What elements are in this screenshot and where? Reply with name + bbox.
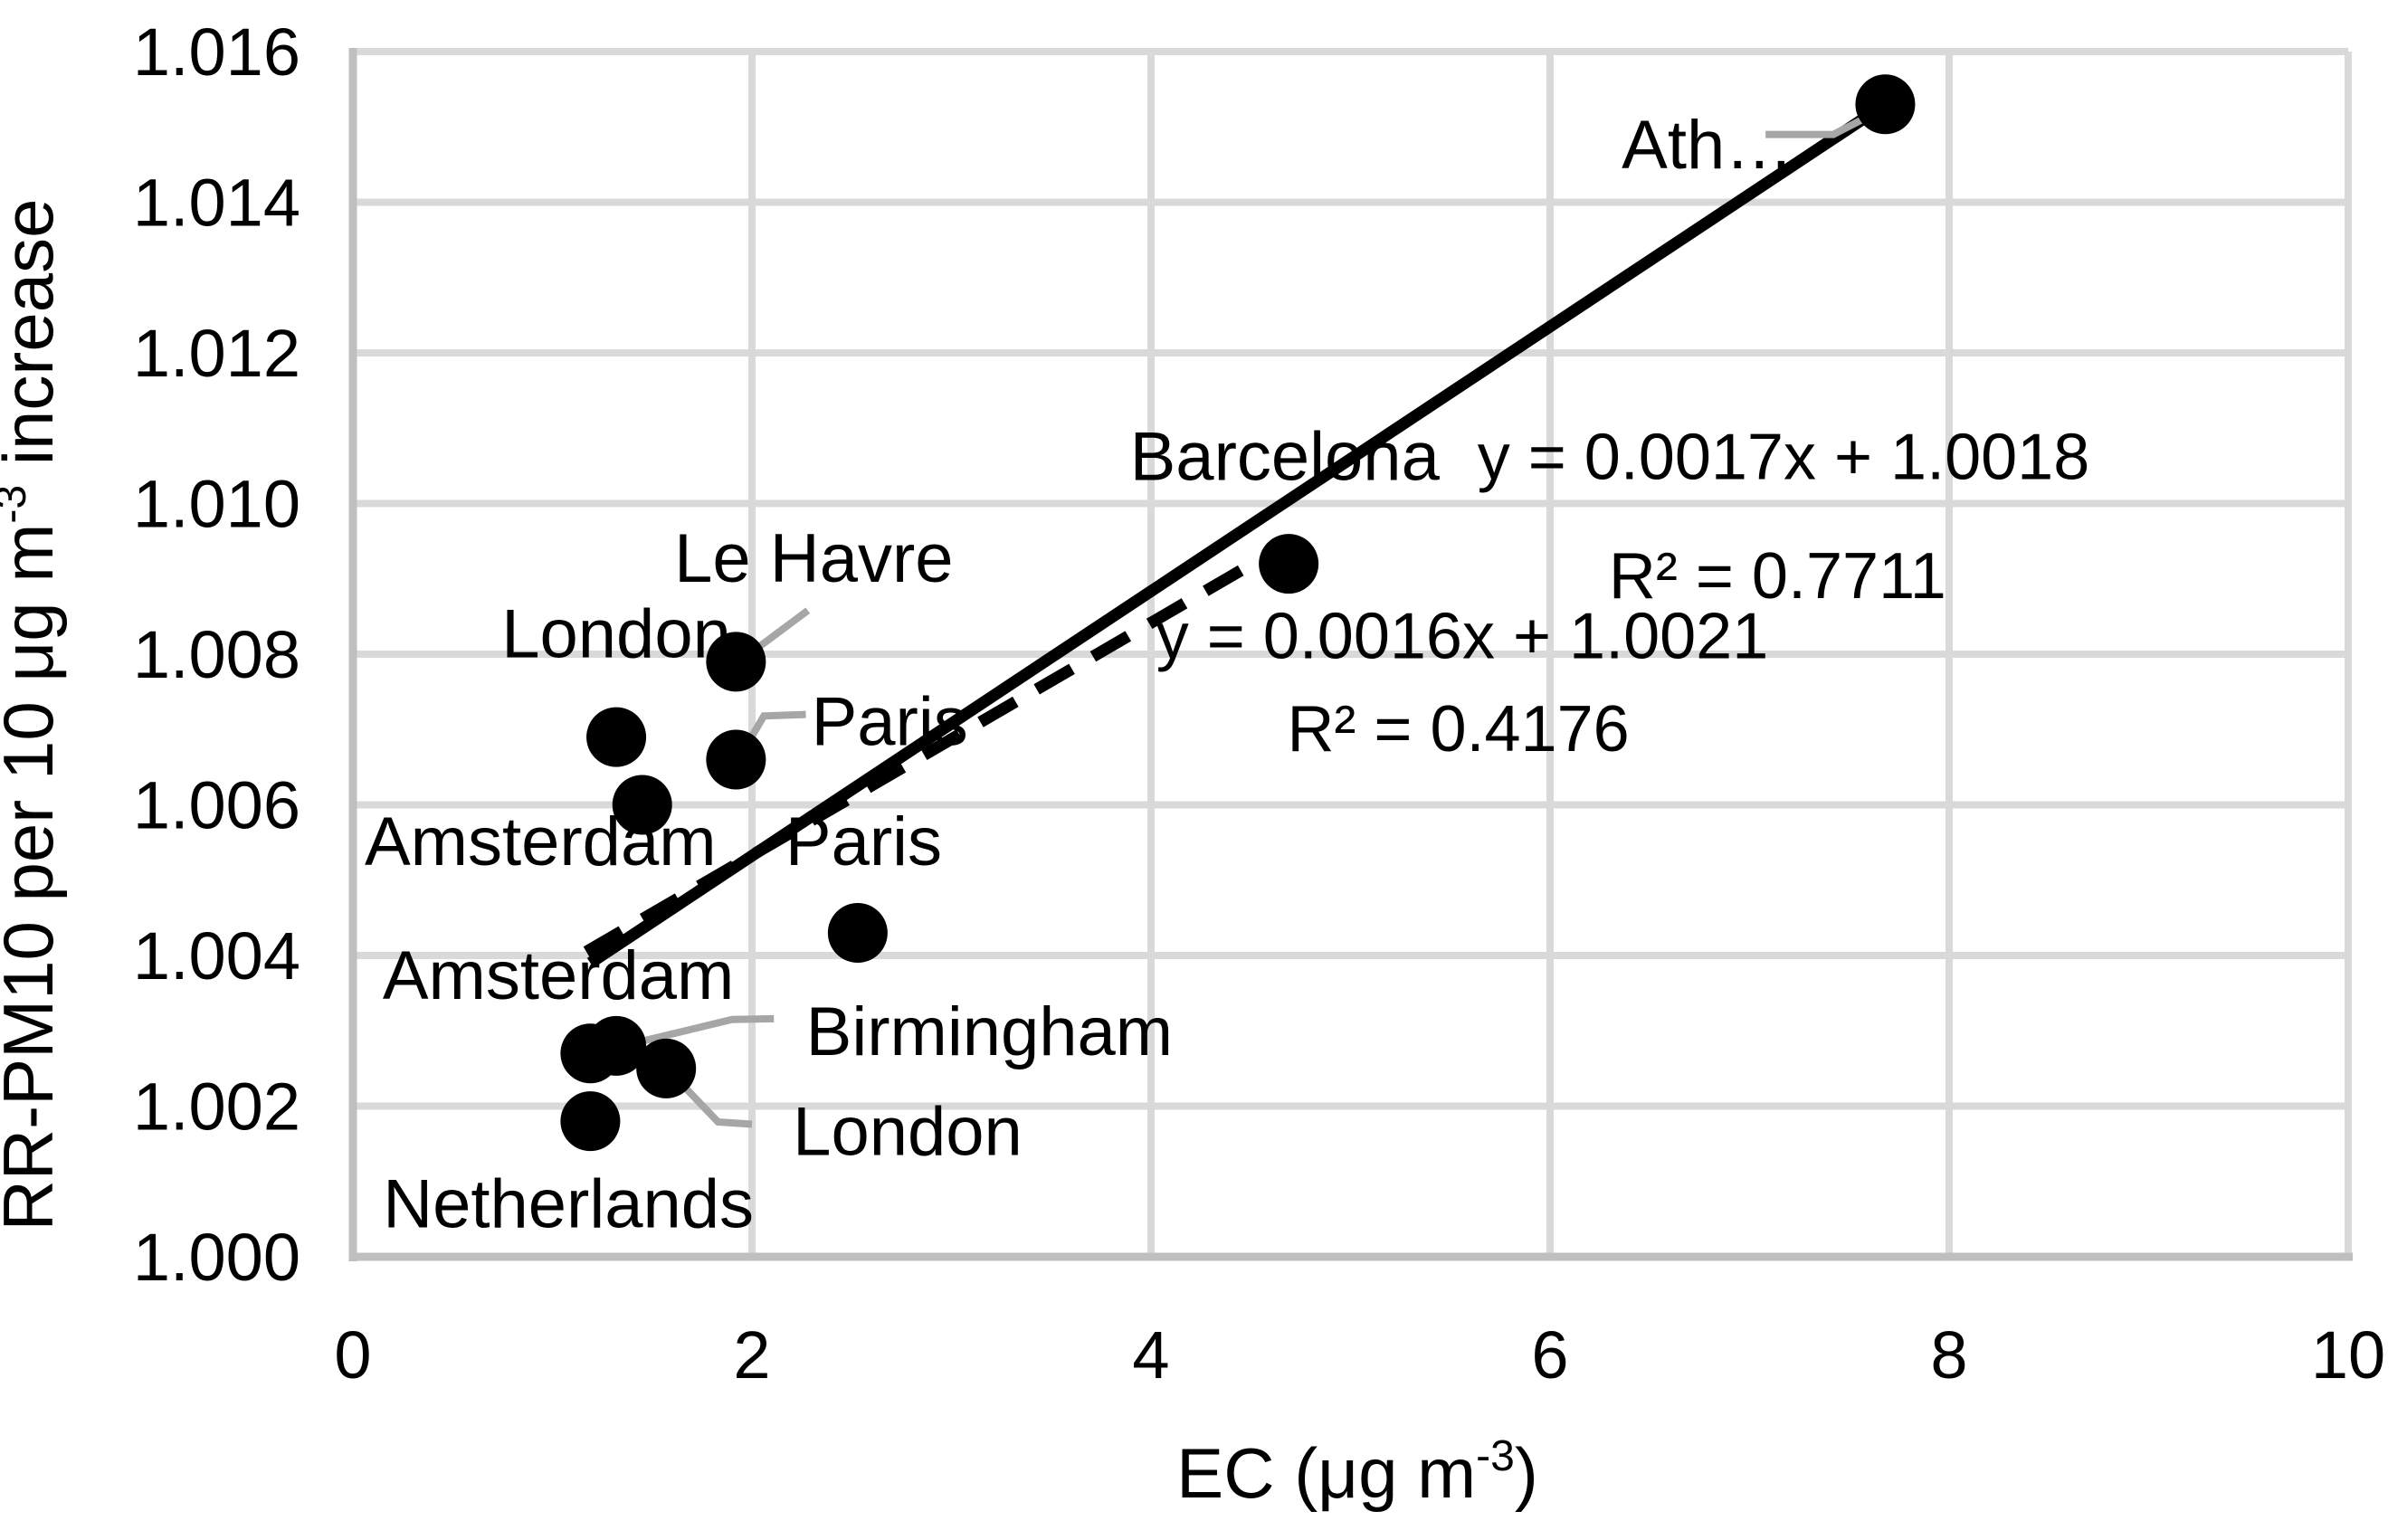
leader-line-birmingham (615, 1014, 775, 1051)
point-athens (1855, 74, 1916, 135)
point-label-birmingham: Birmingham (806, 993, 1173, 1070)
point-birmingham (586, 1015, 647, 1076)
point-label-london: London (501, 595, 731, 672)
point-label-barcelona: Barcelona (1130, 419, 1441, 496)
r-squared-solid-trendline: R² = 0.7711 (1609, 540, 1946, 613)
point-london-2 (636, 1038, 697, 1098)
y-tick-label-1.000: 1.000 (133, 1220, 300, 1295)
y-tick-label-1.012: 1.012 (133, 316, 300, 391)
point-paris (706, 729, 766, 790)
y-tick-label-1.010: 1.010 (133, 466, 300, 541)
y-tick-label-1.008: 1.008 (133, 617, 300, 692)
point-label-amsterdam: Amsterdam (365, 803, 717, 880)
point-paris-2 (827, 903, 888, 964)
point-label-paris-2: Paris (785, 803, 942, 880)
x-tick-label-0: 0 (334, 1317, 371, 1393)
point-barcelona (1259, 534, 1319, 594)
x-tick-label-6: 6 (1531, 1317, 1568, 1393)
point-london (586, 707, 647, 767)
axes-layer (348, 48, 2353, 1261)
x-axis-title: EC (μg m-3) (1176, 1432, 1538, 1513)
y-axis-title: RR-PM10 per 10 μg m-3 increase (0, 198, 68, 1231)
x-tick-label-8: 8 (1930, 1317, 1967, 1393)
y-tick-label-1.006: 1.006 (133, 767, 300, 842)
point-label-athens: Ath… (1622, 107, 1793, 184)
point-amsterdam (612, 775, 672, 835)
y-tick-label-1.002: 1.002 (133, 1069, 300, 1144)
points-layer (560, 74, 1916, 1152)
point-netherlands (560, 1091, 621, 1152)
point-label-le-havre: Le Havre (674, 520, 953, 597)
y-tick-label-1.014: 1.014 (133, 165, 300, 240)
x-tick-label-10: 10 (2311, 1317, 2385, 1393)
y-tick-label-1.004: 1.004 (133, 918, 300, 993)
point-label-london-2: London (793, 1094, 1023, 1171)
gridlines-layer (349, 48, 2352, 1260)
point-label-amsterdam-2: Amsterdam (383, 937, 735, 1014)
x-tick-label-4: 4 (1132, 1317, 1169, 1393)
y-tick-label-1.016: 1.016 (133, 14, 300, 90)
trendlines-layer (583, 99, 1889, 968)
equation-dashed-trendline: y = 0.0016x + 1.0021 (1156, 600, 1769, 672)
point-label-paris: Paris (812, 684, 968, 761)
x-tick-label-2: 2 (733, 1317, 770, 1393)
point-label-netherlands: Netherlands (383, 1165, 754, 1242)
equation-solid-trendline: y = 0.0017x + 1.0018 (1478, 421, 2090, 493)
solid-trendline (586, 99, 1889, 968)
point-le-havre (706, 632, 766, 692)
r-squared-dashed-trendline: R² = 0.4176 (1287, 693, 1629, 765)
